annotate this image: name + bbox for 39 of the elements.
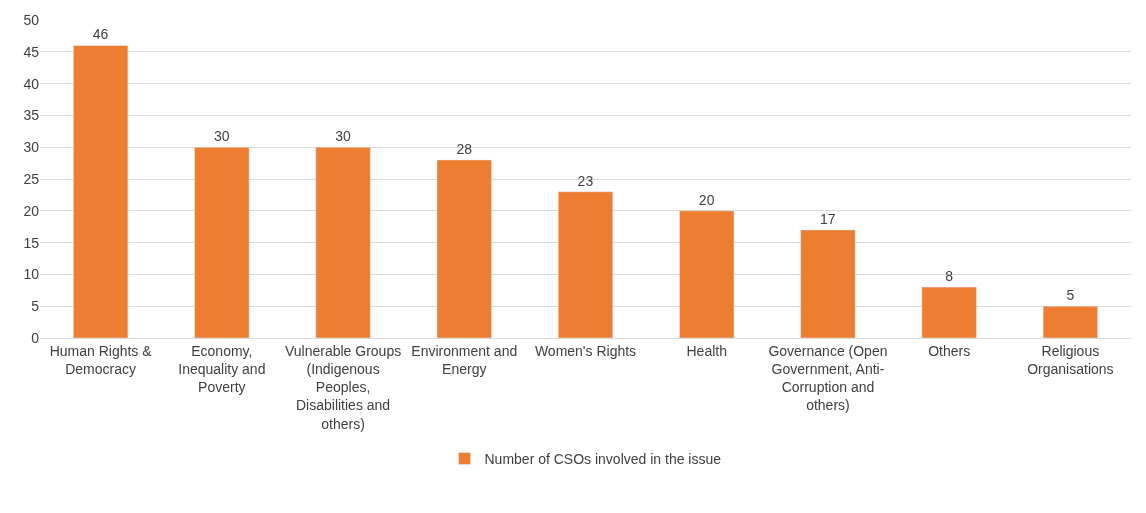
x-tick-label: Health: [686, 342, 727, 359]
x-tick-label: Religious Organisations: [1027, 342, 1114, 377]
data-label: 17: [820, 210, 836, 227]
data-label: 30: [213, 128, 230, 145]
data-label: 5: [1066, 287, 1075, 304]
data-label: 28: [456, 140, 473, 157]
bar: [436, 159, 492, 338]
x-tick-label: Human Rights & Democracy: [49, 342, 153, 377]
bar: [1042, 305, 1098, 338]
x-tick-label: Others: [928, 342, 971, 359]
bar: [315, 146, 371, 338]
bar: [800, 229, 856, 338]
y-tick-label: 35: [23, 107, 40, 124]
data-label: 30: [335, 128, 351, 145]
y-tick-label: 0: [31, 329, 40, 346]
data-label: 8: [945, 268, 954, 285]
data-label: 23: [577, 172, 594, 189]
bar: [73, 45, 129, 338]
legend-label: Number of CSOs involved in the issue: [484, 451, 722, 467]
y-tick-label: 45: [23, 43, 40, 60]
bar: [679, 210, 735, 338]
data-label: 20: [698, 191, 715, 208]
y-tick-label: 10: [23, 266, 40, 283]
x-tick-label: Environment and Energy: [411, 342, 518, 377]
x-tick-label: Vulnerable Groups (Indigenous Peoples, Disabilities and others): [284, 342, 402, 432]
x-tick-label: Economy, Inequality and Poverty: [178, 342, 266, 396]
y-tick-label: 50: [23, 11, 40, 28]
x-tick-label: Women's Rights: [534, 342, 637, 359]
y-tick-label: 5: [31, 298, 40, 315]
y-tick-label: 40: [23, 75, 40, 92]
bar: [557, 191, 614, 338]
y-tick-label: 15: [23, 234, 40, 251]
bar: [194, 146, 250, 338]
data-label: 46: [92, 26, 109, 43]
y-tick-label: 30: [23, 139, 40, 156]
bar: [921, 286, 977, 338]
x-tick-label: Governance (Open Government, Anti-Corruption and others): [768, 342, 888, 414]
y-tick-label: 25: [23, 170, 40, 187]
y-tick-label: 20: [23, 202, 40, 219]
